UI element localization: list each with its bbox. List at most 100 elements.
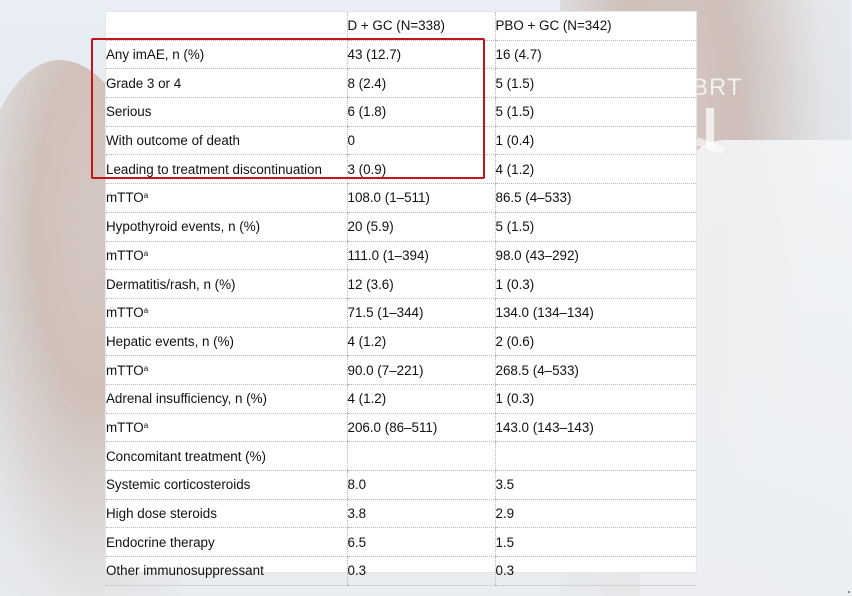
row-label: Concomitant treatment (%) [106, 441, 347, 471]
cell-d-gc-value: 8 (2.4) [346, 68, 495, 99]
row-label: Hepatic events, n (%) [106, 327, 347, 357]
cell-pbo-gc-value: 5 (1.5) [494, 68, 696, 99]
footnote-marker: a [143, 248, 149, 258]
header-cell-label [106, 12, 347, 41]
row-label-text: mTTO [106, 305, 144, 321]
cell-pbo-gc-value: 5 (1.5) [494, 212, 696, 242]
row-label: mTTOa [106, 355, 347, 385]
row-label: Serious [106, 97, 347, 127]
row-label: With outcome of death [106, 126, 347, 156]
cell-pbo-gc-value [494, 441, 696, 471]
row-label: mTTOa [106, 413, 347, 443]
row-label-text: mTTO [106, 362, 144, 378]
row-label: Leading to treatment discontinuation [106, 154, 347, 185]
row-label-text: Systemic corticosteroids [106, 477, 251, 493]
cell-pbo-gc-value: 1 (0.4) [494, 126, 696, 156]
cell-pbo-gc-value: 86.5 (4–533) [494, 183, 696, 213]
cell-d-gc-value: 3 (0.9) [346, 154, 495, 185]
table-row: mTTOa 90.0 (7–221) 268.5 (4–533) [106, 355, 696, 385]
cell-pbo-gc-value: 1 (0.3) [494, 384, 696, 414]
table-row: mTTOa 111.0 (1–394) 98.0 (43–292) [106, 241, 696, 271]
cell-d-gc-value: 206.0 (86–511) [346, 413, 495, 443]
cell-pbo-gc-value: 1 (0.3) [494, 269, 696, 299]
table-row: Other immunosuppressant 0.3 0.3 [106, 556, 696, 586]
row-label: Endocrine therapy [106, 527, 347, 558]
row-label-text: Other immunosuppressant [106, 563, 264, 579]
table-row: High dose steroids 3.8 2.9 [106, 499, 696, 529]
table-row: Adrenal insufficiency, n (%) 4 (1.2) 1 (0.… [106, 384, 696, 414]
cell-d-gc-value: 8.0 [346, 470, 495, 500]
cell-pbo-gc-value: 2.9 [494, 499, 696, 529]
row-label: Systemic corticosteroids [106, 470, 347, 500]
cell-d-gc-value: 43 (12.7) [346, 40, 495, 70]
background-watermark-text: BRT [692, 74, 743, 101]
cell-pbo-gc-value: 16 (4.7) [494, 40, 696, 70]
cell-pbo-gc-value: 2 (0.6) [494, 327, 696, 357]
cell-pbo-gc-value: 0.3 [494, 556, 696, 586]
cell-d-gc-value: 6.5 [346, 527, 495, 558]
row-label: mTTOa [106, 298, 347, 328]
row-label-text: Hepatic events, n (%) [106, 333, 235, 349]
cell-d-gc-value: 4 (1.2) [346, 327, 495, 357]
row-label: Hypothyroid events, n (%) [106, 212, 347, 242]
background-bar [706, 108, 714, 148]
cell-d-gc-value: 111.0 (1–394) [346, 241, 495, 271]
cell-pbo-gc-value: 143.0 (143–143) [494, 413, 696, 443]
corner-mark [848, 591, 850, 593]
cell-d-gc-value: 108.0 (1–511) [346, 183, 495, 213]
row-label: Any imAE, n (%) [106, 40, 347, 70]
row-label-text: Grade 3 or 4 [106, 75, 182, 91]
row-label-text: Concomitant treatment (%) [106, 448, 267, 464]
cell-d-gc-value: 71.5 (1–344) [346, 298, 495, 328]
footnote-marker: a [143, 363, 149, 373]
row-label: High dose steroids [106, 499, 347, 529]
row-label: Other immunosuppressant [106, 556, 347, 586]
row-label-text: Serious [106, 104, 152, 120]
table-row: Dermatitis/rash, n (%) 12 (3.6) 1 (0.3) [106, 269, 696, 299]
footnote-marker: a [143, 420, 149, 430]
cell-d-gc-value: 12 (3.6) [346, 269, 495, 299]
cell-pbo-gc-value: 1.5 [494, 527, 696, 558]
cell-pbo-gc-value: 268.5 (4–533) [494, 355, 696, 385]
row-label: mTTOa [106, 241, 347, 271]
cell-d-gc-value: 0 [346, 126, 495, 156]
row-label-text: Adrenal insufficiency, n (%) [106, 391, 268, 407]
table-row: Leading to treatment discontinuation 3 (0… [106, 154, 696, 185]
row-label: mTTOa [106, 183, 347, 213]
cell-d-gc-value: 90.0 (7–221) [346, 355, 495, 385]
table-row: mTTOa 71.5 (1–344) 134.0 (134–134) [106, 298, 696, 328]
table-row: Hepatic events, n (%) 4 (1.2) 2 (0.6) [106, 327, 696, 357]
table-row: With outcome of death 0 1 (0.4) [106, 126, 696, 156]
row-label-text: Hypothyroid events, n (%) [106, 219, 261, 235]
header-cell-pbo-gc: PBO + GC (N=342) [494, 12, 696, 41]
table-row: Endocrine therapy 6.5 1.5 [106, 527, 696, 558]
cell-d-gc-value [346, 441, 495, 471]
results-table-card: D + GC (N=338) PBO + GC (N=342) Any imAE… [106, 12, 696, 586]
row-label: Dermatitis/rash, n (%) [106, 269, 347, 299]
cell-pbo-gc-value: 5 (1.5) [494, 97, 696, 127]
footnote-marker: a [143, 191, 149, 201]
table-header-row: D + GC (N=338) PBO + GC (N=342) [106, 12, 696, 41]
cell-pbo-gc-value: 98.0 (43–292) [494, 241, 696, 271]
table-body: Any imAE, n (%) 43 (12.7) 16 (4.7) Grade 3 … [106, 40, 696, 586]
cell-pbo-gc-value: 4 (1.2) [494, 154, 696, 185]
table-row: Serious 6 (1.8) 5 (1.5) [106, 97, 696, 127]
row-label-text: High dose steroids [106, 506, 217, 522]
row-label: Grade 3 or 4 [106, 68, 347, 99]
table-row: Grade 3 or 4 8 (2.4) 5 (1.5) [106, 68, 696, 99]
row-label-text: Endocrine therapy [106, 534, 215, 550]
cell-d-gc-value: 3.8 [346, 499, 495, 529]
table-row: Systemic corticosteroids 8.0 3.5 [106, 470, 696, 500]
table-row: Hypothyroid events, n (%) 20 (5.9) 5 (1.5) [106, 212, 696, 242]
row-label-text: Leading to treatment discontinuation [106, 161, 322, 177]
table-row: Concomitant treatment (%) [106, 441, 696, 471]
row-label-text: mTTO [106, 190, 144, 206]
table-row: mTTOa 108.0 (1–511) 86.5 (4–533) [106, 183, 696, 213]
cell-d-gc-value: 0.3 [346, 556, 495, 586]
table-row: mTTOa 206.0 (86–511) 143.0 (143–143) [106, 413, 696, 443]
row-label-text: Any imAE, n (%) [106, 47, 205, 63]
table-row: Any imAE, n (%) 43 (12.7) 16 (4.7) [106, 40, 696, 70]
row-label-text: mTTO [106, 247, 144, 263]
adverse-events-table: D + GC (N=338) PBO + GC (N=342) Any imAE… [106, 12, 696, 586]
cell-d-gc-value: 20 (5.9) [346, 212, 495, 242]
